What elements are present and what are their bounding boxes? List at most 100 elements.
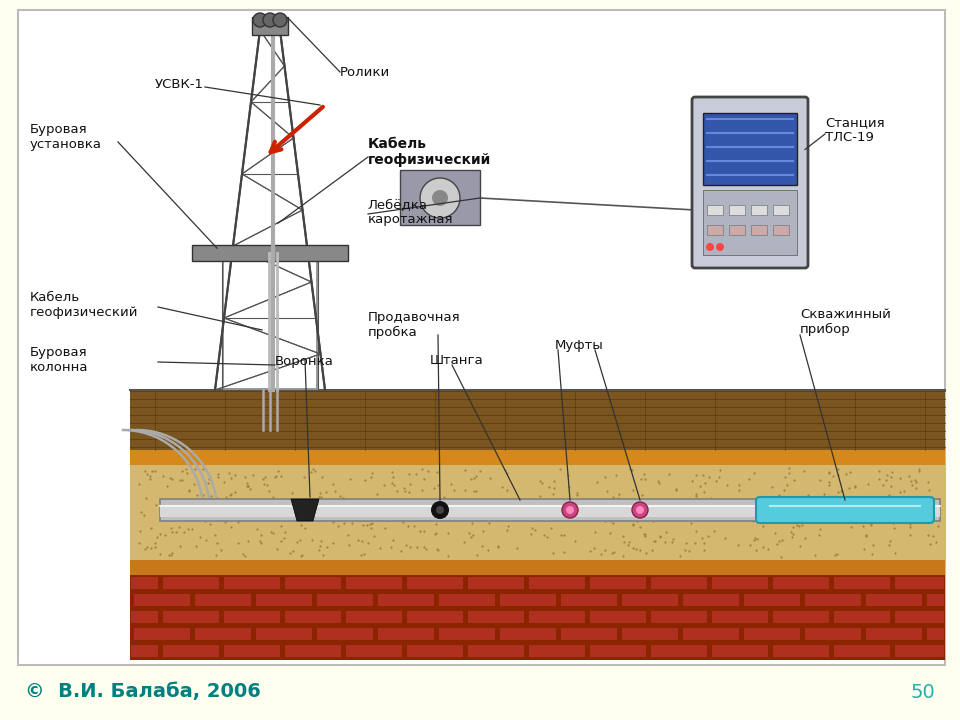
Text: Кабель
геофизический: Кабель геофизический bbox=[30, 291, 138, 319]
Bar bbox=[834, 611, 890, 623]
Bar bbox=[729, 225, 745, 235]
Bar bbox=[439, 628, 495, 640]
Circle shape bbox=[706, 243, 714, 251]
Bar bbox=[707, 205, 723, 215]
Text: Штанга: Штанга bbox=[430, 354, 484, 366]
Bar bbox=[224, 577, 280, 589]
Circle shape bbox=[273, 13, 287, 27]
Bar bbox=[163, 611, 219, 623]
Bar bbox=[163, 577, 219, 589]
Text: Скважинный
прибор: Скважинный прибор bbox=[800, 308, 891, 336]
Bar bbox=[561, 628, 617, 640]
Circle shape bbox=[566, 506, 574, 514]
Bar bbox=[683, 594, 739, 606]
Text: 50: 50 bbox=[910, 683, 935, 701]
Bar bbox=[751, 205, 767, 215]
Bar bbox=[131, 611, 158, 623]
Bar bbox=[500, 594, 556, 606]
Text: Буровая
колонна: Буровая колонна bbox=[30, 346, 88, 374]
Bar bbox=[468, 577, 524, 589]
FancyBboxPatch shape bbox=[756, 497, 934, 523]
Circle shape bbox=[632, 502, 648, 518]
Bar bbox=[195, 594, 251, 606]
Bar bbox=[130, 465, 945, 560]
Text: ©  В.И. Балаба, 2006: © В.И. Балаба, 2006 bbox=[25, 683, 261, 701]
Bar bbox=[683, 628, 739, 640]
Bar bbox=[378, 628, 434, 640]
Bar bbox=[590, 577, 646, 589]
Bar bbox=[834, 645, 890, 657]
Bar bbox=[773, 645, 829, 657]
Bar bbox=[773, 225, 789, 235]
Bar bbox=[224, 645, 280, 657]
Bar bbox=[866, 628, 922, 640]
Bar bbox=[130, 450, 945, 465]
Bar bbox=[468, 611, 524, 623]
Bar bbox=[529, 577, 585, 589]
Bar bbox=[703, 113, 797, 185]
Bar bbox=[895, 577, 944, 589]
Bar bbox=[622, 594, 678, 606]
Bar bbox=[346, 577, 402, 589]
Bar bbox=[622, 628, 678, 640]
Circle shape bbox=[436, 506, 444, 514]
Bar bbox=[134, 628, 190, 640]
Bar bbox=[529, 645, 585, 657]
Text: Воронка: Воронка bbox=[275, 356, 334, 369]
Bar bbox=[707, 225, 723, 235]
Text: Станция
ТЛС-19: Станция ТЛС-19 bbox=[825, 116, 884, 144]
Bar bbox=[378, 594, 434, 606]
Bar bbox=[407, 611, 463, 623]
Bar bbox=[439, 594, 495, 606]
Circle shape bbox=[420, 178, 460, 218]
Bar bbox=[224, 255, 316, 388]
Bar bbox=[729, 205, 745, 215]
Bar bbox=[927, 594, 944, 606]
Bar bbox=[160, 505, 940, 517]
Bar bbox=[163, 645, 219, 657]
Bar bbox=[256, 628, 312, 640]
Bar bbox=[712, 577, 768, 589]
Bar bbox=[744, 628, 800, 640]
Circle shape bbox=[562, 502, 578, 518]
Bar bbox=[773, 205, 789, 215]
Bar bbox=[256, 594, 312, 606]
Bar bbox=[130, 575, 945, 660]
Bar bbox=[651, 611, 707, 623]
Bar bbox=[468, 645, 524, 657]
Bar bbox=[561, 594, 617, 606]
Circle shape bbox=[263, 13, 277, 27]
Bar bbox=[590, 645, 646, 657]
Circle shape bbox=[432, 190, 448, 206]
Bar bbox=[285, 645, 341, 657]
Text: УСВК-1: УСВК-1 bbox=[155, 78, 204, 91]
Bar bbox=[224, 611, 280, 623]
Bar bbox=[252, 17, 288, 35]
Text: Лебёдка
каротажная: Лебёдка каротажная bbox=[368, 198, 453, 226]
Bar bbox=[805, 628, 861, 640]
Text: Продавочная
пробка: Продавочная пробка bbox=[368, 311, 461, 339]
Bar bbox=[285, 577, 341, 589]
Circle shape bbox=[636, 506, 644, 514]
Bar bbox=[400, 170, 480, 225]
Bar bbox=[192, 246, 348, 261]
Bar bbox=[346, 645, 402, 657]
Text: Ролики: Ролики bbox=[340, 66, 391, 78]
Text: Муфты: Муфты bbox=[555, 338, 604, 351]
Bar bbox=[130, 560, 945, 575]
Bar bbox=[285, 611, 341, 623]
Bar bbox=[712, 611, 768, 623]
Bar bbox=[529, 611, 585, 623]
FancyBboxPatch shape bbox=[692, 97, 808, 268]
Bar bbox=[927, 628, 944, 640]
Bar bbox=[703, 190, 797, 255]
Text: Буровая
установка: Буровая установка bbox=[30, 123, 102, 151]
Circle shape bbox=[716, 243, 724, 251]
Bar bbox=[751, 225, 767, 235]
Bar bbox=[744, 594, 800, 606]
Bar bbox=[712, 645, 768, 657]
Bar bbox=[651, 645, 707, 657]
Bar bbox=[407, 577, 463, 589]
Bar bbox=[131, 645, 158, 657]
Circle shape bbox=[253, 13, 267, 27]
